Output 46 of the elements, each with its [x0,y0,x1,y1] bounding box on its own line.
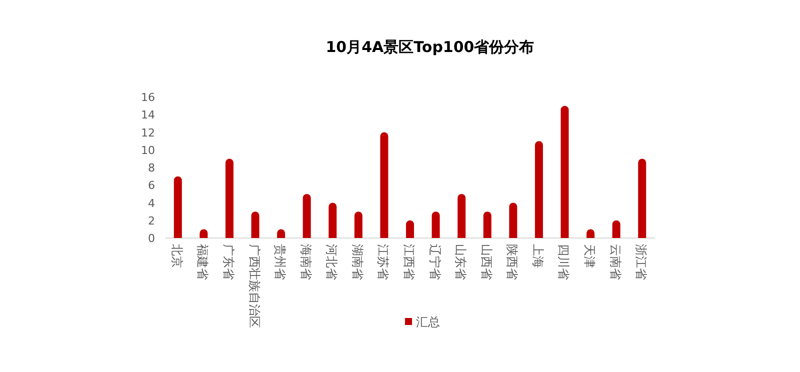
bar [251,212,260,238]
x-tick-label: 北京 [170,244,184,268]
y-tick-label: 16 [141,91,155,104]
x-tick-label: 贵州省 [273,244,288,280]
bar [534,141,543,238]
y-tick-label: 14 [141,108,155,122]
bar [638,158,646,238]
x-tick-label: 广东省 [221,244,236,280]
bar [225,158,234,238]
bar [483,212,492,238]
bar [406,220,414,238]
bar [560,106,569,238]
x-tick-label: 浙江省 [634,244,648,280]
x-tick-label: 广西壮族自治区 [247,244,262,328]
y-tick-label: 6 [148,179,155,192]
bar [380,132,388,238]
bar [509,202,518,238]
y-tick-label: 4 [148,196,155,210]
y-tick-label: 2 [148,214,155,228]
bar [354,212,362,238]
y-tick-label: 10 [141,144,155,157]
x-tick-label: 山东省 [454,244,468,280]
y-tick-label: 8 [148,162,155,174]
x-tick-label: 河北省 [324,244,339,280]
bar [328,202,337,238]
bar [432,212,440,238]
x-tick-label: 辽宁省 [428,244,442,280]
x-tick-label: 福建省 [196,244,210,280]
x-tick-label: 陕西省 [505,244,520,280]
x-tick-label: 海南省 [298,244,313,280]
bar [174,176,182,238]
y-tick-label: 0 [148,232,155,245]
bar [612,220,620,238]
x-tick-label: 湖南省 [350,244,364,280]
x-tick-label: 江西省 [402,244,416,280]
x-tick-label: 四川省 [556,244,571,280]
x-tick-label: 江苏省 [376,244,390,280]
chart-title: 10月4A景区Top100省份分布 [326,38,534,56]
y-tick-label: 12 [141,126,155,140]
bar [302,194,311,238]
x-tick-label: 天津 [582,244,597,268]
x-tick-label: 云南省 [608,244,622,280]
x-tick-label: 上海 [530,244,545,268]
legend-label: 汇总 [416,315,440,329]
bar [458,194,466,238]
x-tick-label: 山西省 [479,244,494,280]
